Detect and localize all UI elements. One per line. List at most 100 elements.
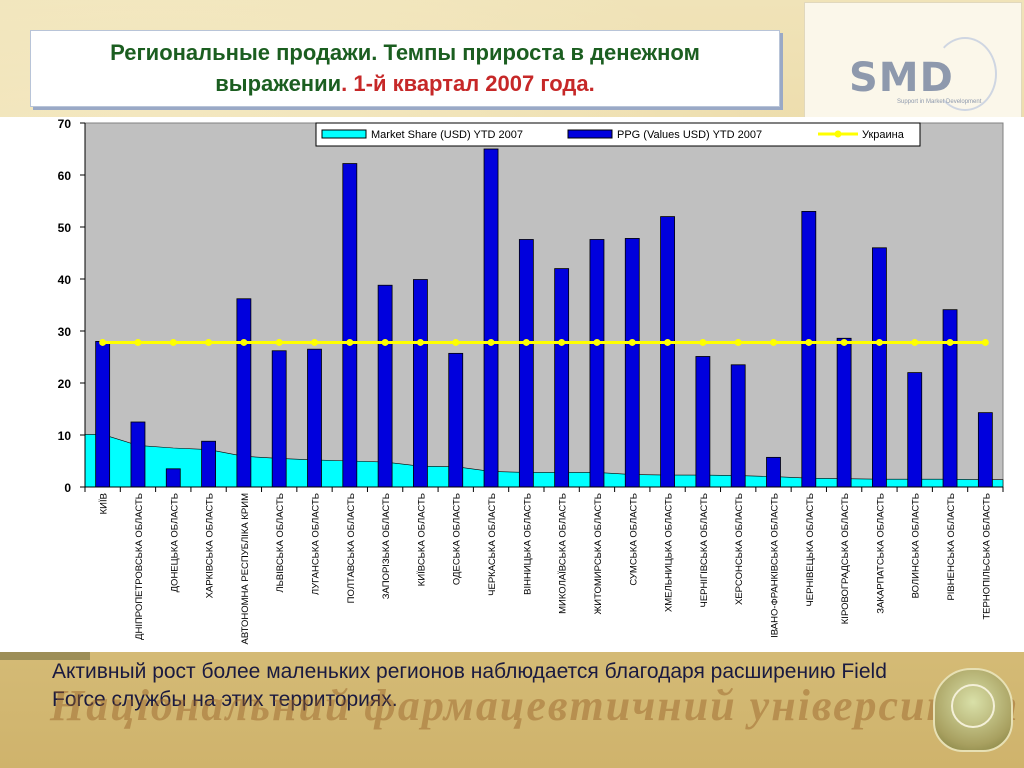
y-tick-label-5: 50 [58, 221, 72, 235]
bar-ppg-24 [942, 309, 958, 488]
logo-text: SMD [849, 55, 954, 101]
point-ukraine-20 [805, 338, 813, 346]
point-ukraine-13 [558, 338, 566, 346]
logo-subtitle: Support in Market Development [897, 99, 982, 105]
point-ukraine-2 [169, 338, 177, 346]
title-line-2: выражении. 1-й квартал 2007 года. [31, 68, 779, 99]
x-tick-label-21: КІРОВОГРАДСЬКА ОБЛАСТЬ [840, 493, 851, 624]
legend-label-ppg: PPG (Values USD) YTD 2007 [617, 129, 762, 141]
y-tick-label-3: 30 [58, 325, 72, 339]
x-tick-label-16: ХМЕЛЬНИЦЬКА ОБЛАСТЬ [664, 493, 675, 612]
point-ukraine-0 [99, 338, 107, 346]
y-tick-label-0: 0 [64, 481, 71, 495]
point-ukraine-18 [734, 338, 742, 346]
logo-arc-icon [933, 37, 997, 111]
point-ukraine-3 [205, 338, 213, 346]
legend-swatch-ppg [567, 129, 613, 139]
bar-ppg-20 [801, 210, 817, 488]
bar-ppg-14 [589, 239, 605, 488]
point-ukraine-23 [911, 338, 919, 346]
bar-ppg-22 [872, 247, 887, 488]
university-seal-icon [933, 668, 1013, 752]
x-tick-label-13: МИКОЛАЇВСЬКА ОБЛАСТЬ [558, 493, 569, 614]
university-watermark: Національний фармацевтичний університет [50, 681, 1020, 730]
x-tick-label-19: ІВАНО-ФРАНКІВСЬКА ОБЛАСТЬ [770, 493, 781, 638]
x-tick-label-23: ВОЛИНСЬКА ОБЛАСТЬ [911, 493, 922, 598]
bar-ppg-2 [165, 468, 181, 488]
point-ukraine-15 [628, 338, 636, 346]
bar-ppg-1 [130, 421, 146, 488]
chart-legend [315, 122, 921, 147]
bar-ppg-7 [342, 163, 358, 488]
bar-ppg-19 [766, 456, 781, 488]
title-line-2-green: выражении [215, 71, 342, 96]
point-ukraine-10 [452, 338, 460, 346]
x-tick-label-24: РІВНЕНСЬКА ОБЛАСТЬ [946, 493, 957, 601]
point-ukraine-12 [522, 338, 530, 346]
legend-marker-ukraine [834, 130, 842, 138]
point-ukraine-21 [840, 338, 848, 346]
x-tick-label-0: КИЇВ [99, 493, 110, 514]
point-ukraine-7 [346, 338, 354, 346]
y-tick-label-1: 10 [58, 429, 72, 443]
title-line-2-red: . 1-й квартал 2007 года. [341, 71, 595, 96]
y-tick-label-7: 70 [58, 117, 72, 131]
point-ukraine-22 [875, 338, 883, 346]
x-tick-label-6: ЛУГАНСЬКА ОБЛАСТЬ [311, 493, 322, 595]
point-ukraine-5 [275, 338, 283, 346]
bar-ppg-15 [624, 238, 640, 488]
x-tick-label-10: ОДЕСЬКА ОБЛАСТЬ [452, 493, 463, 585]
bar-ppg-25 [977, 412, 993, 488]
point-ukraine-24 [946, 338, 954, 346]
bar-ppg-9 [413, 279, 428, 488]
x-tick-label-2: ДОНЕЦЬКА ОБЛАСТЬ [169, 493, 180, 592]
y-tick-label-4: 40 [58, 273, 72, 287]
point-ukraine-1 [134, 338, 142, 346]
x-tick-label-4: АВТОНОМНА РЕСПУБЛІКА КРИМ [240, 493, 251, 645]
bar-ppg-4 [236, 298, 252, 488]
plot-area [84, 122, 1004, 488]
x-tick-label-1: ДНІПРОПЕТРОВСЬКА ОБЛАСТЬ [134, 493, 145, 640]
x-tick-label-7: ПОЛТАВСЬКА ОБЛАСТЬ [346, 493, 357, 603]
bar-ppg-16 [660, 216, 675, 488]
bar-ppg-13 [554, 268, 570, 488]
legend-label-ukraine: Украина [862, 129, 905, 141]
x-tick-label-11: ЧЕРКАСЬКА ОБЛАСТЬ [487, 493, 498, 596]
bar-ppg-3 [201, 440, 216, 488]
x-tick-label-14: ЖИТОМИРСЬКА ОБЛАСТЬ [593, 493, 604, 615]
bar-ppg-17 [695, 356, 711, 488]
point-ukraine-14 [593, 338, 601, 346]
x-tick-label-22: ЗАКАРПАТСЬКА ОБЛАСТЬ [875, 493, 886, 614]
x-tick-label-9: КИЇВСЬКА ОБЛАСТЬ [416, 493, 427, 586]
legend-label-market-share: Market Share (USD) YTD 2007 [371, 129, 523, 141]
point-ukraine-6 [311, 338, 318, 346]
x-tick-label-12: ВІННИЦЬКА ОБЛАСТЬ [522, 493, 533, 595]
x-tick-label-5: ЛЬВІВСЬКА ОБЛАСТЬ [275, 493, 286, 593]
x-tick-label-8: ЗАПОРІЗЬКА ОБЛАСТЬ [381, 493, 392, 599]
x-tick-label-15: СУМСЬКА ОБЛАСТЬ [628, 493, 639, 586]
point-ukraine-16 [664, 338, 672, 346]
bar-ppg-18 [730, 364, 746, 488]
x-tick-label-18: ХЕРСОНСЬКА ОБЛАСТЬ [734, 493, 745, 605]
y-tick-label-6: 60 [58, 169, 72, 183]
bar-ppg-11 [483, 148, 499, 488]
x-tick-label-17: ЧЕРНІГІВСЬКА ОБЛАСТЬ [699, 493, 710, 607]
point-ukraine-8 [381, 338, 389, 346]
point-ukraine-4 [240, 338, 248, 346]
x-tick-label-20: ЧЕРНІВЕЦЬКА ОБЛАСТЬ [805, 493, 816, 607]
bar-ppg-23 [907, 372, 923, 488]
x-tick-label-3: ХАРКІВСЬКА ОБЛАСТЬ [205, 493, 216, 598]
bar-ppg-21 [836, 337, 852, 488]
title-line-1: Региональные продажи. Темпы прироста в д… [110, 40, 700, 65]
x-tick-label-25: ТЕРНОПІЛЬСЬКА ОБЛАСТЬ [981, 493, 992, 620]
legend-swatch-market-share [321, 129, 367, 139]
bar-ppg-6 [307, 348, 322, 488]
point-ukraine-25 [981, 338, 989, 346]
bar-ppg-10 [448, 352, 464, 488]
point-ukraine-9 [416, 338, 424, 346]
caption-text: Активный рост более маленьких регионов н… [52, 660, 887, 711]
point-ukraine-19 [770, 338, 777, 346]
bar-ppg-0 [95, 340, 111, 488]
bar-ppg-5 [271, 350, 287, 488]
